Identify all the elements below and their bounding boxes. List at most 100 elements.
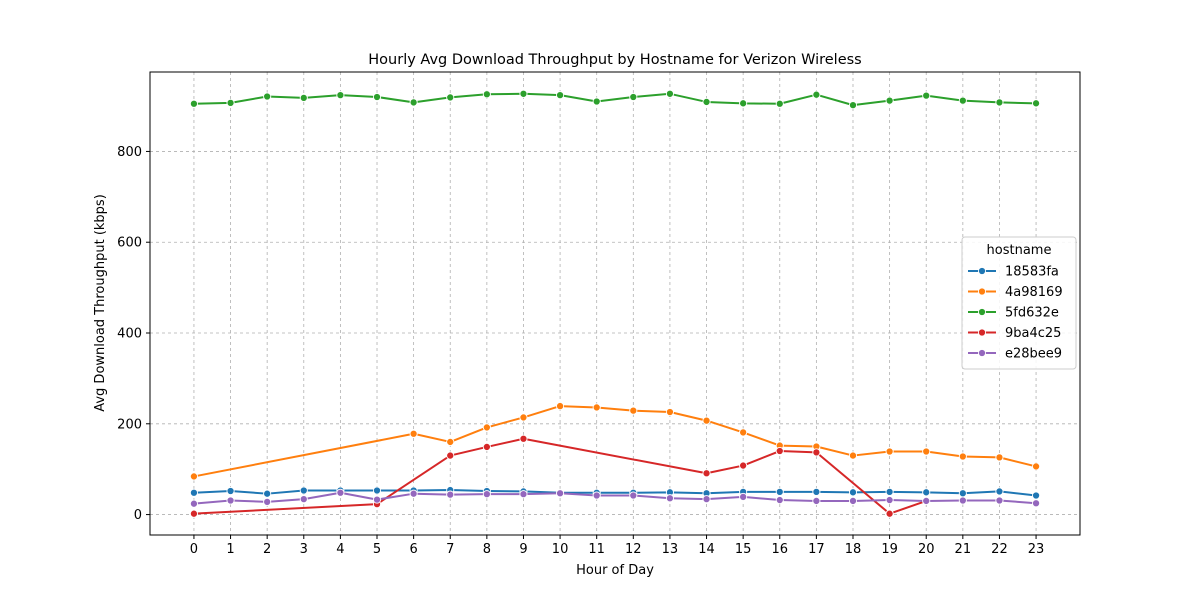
data-point (995, 487, 1004, 496)
data-point (1032, 462, 1041, 471)
data-point (226, 98, 235, 107)
data-point (446, 451, 455, 460)
data-point (189, 99, 198, 108)
x-tick-label: 0 (190, 542, 198, 557)
data-point (739, 99, 748, 108)
x-tick-label: 5 (373, 542, 381, 557)
legend-item: 18583fa (968, 265, 1059, 280)
data-point (519, 89, 528, 98)
x-tick-label: 19 (881, 542, 898, 557)
y-tick-label: 800 (117, 145, 142, 160)
data-point (922, 447, 931, 456)
data-point (189, 472, 198, 481)
x-tick-label: 8 (483, 542, 491, 557)
x-tick-label: 18 (845, 542, 862, 557)
legend-label: e28bee9 (1005, 347, 1062, 362)
data-point (409, 98, 418, 107)
data-point (702, 97, 711, 107)
data-point (848, 451, 858, 460)
data-point (812, 487, 821, 496)
x-tick-label: 4 (336, 542, 344, 557)
series-line (193, 92, 1037, 107)
data-point (226, 496, 235, 505)
data-point (885, 487, 894, 496)
data-point (592, 403, 601, 412)
data-point (592, 491, 601, 500)
data-point (1032, 499, 1041, 508)
x-tick-label: 21 (955, 542, 972, 557)
data-point (446, 93, 455, 102)
data-point (556, 489, 565, 498)
data-point (629, 406, 638, 415)
legend-item: 5fd632e (968, 306, 1059, 321)
data-point (1032, 491, 1041, 500)
legend-label: 9ba4c25 (1005, 326, 1061, 341)
data-point (299, 486, 308, 495)
data-point (739, 428, 748, 437)
x-tick-label: 7 (446, 542, 454, 557)
data-point (189, 499, 198, 508)
data-point (775, 446, 784, 456)
data-point (409, 489, 418, 498)
x-tick-label: 20 (918, 542, 935, 557)
data-point (629, 92, 638, 102)
data-point (702, 469, 711, 478)
series-5fd632e (189, 89, 1041, 110)
x-tick-label: 15 (735, 542, 752, 557)
legend-label: 5fd632e (1005, 306, 1059, 321)
data-point (1032, 99, 1041, 108)
data-point (922, 488, 931, 497)
x-tick-label: 2 (263, 542, 271, 557)
data-point (482, 90, 491, 99)
series-4a98169 (189, 402, 1041, 481)
data-point (665, 494, 674, 503)
x-tick-label: 16 (771, 542, 788, 557)
x-tick-label: 1 (226, 542, 234, 557)
y-axis-label: Avg Download Throughput (kbps) (93, 194, 108, 412)
data-point (372, 495, 382, 504)
data-point (263, 489, 272, 498)
y-tick-label: 600 (117, 236, 142, 251)
data-point (812, 496, 821, 506)
y-tick-label: 0 (134, 508, 142, 523)
x-axis-label: Hour of Day (576, 563, 654, 578)
data-point (739, 492, 748, 501)
data-point (299, 495, 308, 504)
data-point (995, 453, 1004, 462)
data-point (995, 496, 1004, 505)
data-point (922, 496, 931, 506)
data-point (226, 486, 235, 496)
x-tick-label: 6 (409, 542, 417, 557)
data-point (189, 509, 198, 518)
x-axis-ticks: 0 1 2 3 4 5 6 7 8 9 10 11 12 13 14 15 16 17 18 19 20 21 22 23 (190, 535, 1044, 557)
data-point (519, 434, 528, 443)
data-point (409, 429, 418, 438)
legend-marker (977, 307, 987, 317)
data-point (372, 486, 382, 495)
data-point (922, 91, 931, 100)
data-point (519, 490, 528, 499)
x-tick-label: 10 (552, 542, 569, 557)
y-axis-ticks: 0 200 400 600 800 (117, 145, 150, 523)
legend-label: 4a98169 (1005, 285, 1063, 300)
data-point (189, 488, 198, 497)
data-point (629, 491, 638, 500)
data-point (775, 487, 784, 496)
series-line (193, 491, 1037, 505)
x-tick-label: 14 (698, 542, 715, 557)
x-tick-label: 11 (588, 542, 605, 557)
y-tick-label: 400 (117, 327, 142, 342)
data-point (958, 96, 967, 105)
data-point (665, 89, 674, 98)
data-point (848, 488, 858, 497)
x-tick-label: 17 (808, 542, 825, 557)
legend-item: 9ba4c25 (968, 326, 1061, 341)
data-point (958, 489, 967, 498)
data-point (702, 416, 711, 425)
data-point (556, 402, 565, 411)
data-point (519, 413, 528, 422)
y-tick-label: 200 (117, 417, 142, 432)
data-point (885, 447, 894, 456)
data-point (263, 92, 272, 101)
data-point (336, 91, 345, 100)
